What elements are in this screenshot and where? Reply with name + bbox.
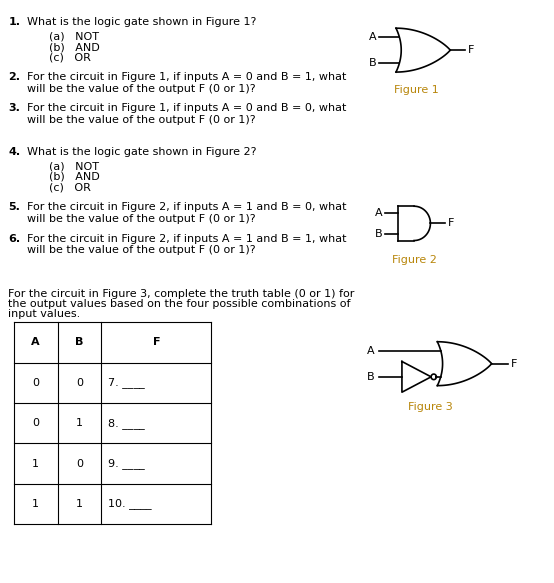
Text: 3.: 3. <box>8 103 20 113</box>
Text: 7. ____: 7. ____ <box>108 377 145 388</box>
Text: A: A <box>369 32 377 42</box>
Text: F: F <box>511 359 517 368</box>
Text: (a)   NOT: (a) NOT <box>49 161 99 171</box>
Text: B: B <box>369 58 377 68</box>
Text: Figure 2: Figure 2 <box>392 255 437 265</box>
Text: will be the value of the output F (0 or 1)?: will be the value of the output F (0 or … <box>28 213 256 223</box>
Text: A: A <box>375 208 382 218</box>
Text: (a)   NOT: (a) NOT <box>49 31 99 41</box>
Text: F: F <box>448 219 454 229</box>
Text: 1: 1 <box>32 459 39 469</box>
Text: the output values based on the four possible combinations of: the output values based on the four poss… <box>8 299 351 309</box>
Text: (c)   OR: (c) OR <box>49 52 91 62</box>
Text: B: B <box>75 338 84 347</box>
Text: For the circuit in Figure 1, if inputs A = 0 and B = 1, what: For the circuit in Figure 1, if inputs A… <box>28 72 347 82</box>
Text: 1: 1 <box>32 499 39 509</box>
Text: Figure 1: Figure 1 <box>394 85 439 95</box>
Text: input values.: input values. <box>8 310 80 319</box>
Text: 1: 1 <box>76 418 83 428</box>
Text: 0: 0 <box>76 459 83 469</box>
Text: 4.: 4. <box>8 147 20 157</box>
Text: 0: 0 <box>32 378 39 388</box>
Text: 0: 0 <box>32 418 39 428</box>
Text: B: B <box>375 229 382 239</box>
Text: F: F <box>152 338 160 347</box>
Text: B: B <box>367 372 375 382</box>
Text: For the circuit in Figure 2, if inputs A = 1 and B = 0, what: For the circuit in Figure 2, if inputs A… <box>28 202 347 212</box>
Text: will be the value of the output F (0 or 1)?: will be the value of the output F (0 or … <box>28 83 256 94</box>
Text: 0: 0 <box>76 378 83 388</box>
Text: (b)   AND: (b) AND <box>49 172 100 182</box>
Text: 8. ____: 8. ____ <box>108 417 145 429</box>
Text: For the circuit in Figure 2, if inputs A = 1 and B = 1, what: For the circuit in Figure 2, if inputs A… <box>28 234 347 244</box>
Text: 1.: 1. <box>8 17 20 27</box>
Text: For the circuit in Figure 1, if inputs A = 0 and B = 0, what: For the circuit in Figure 1, if inputs A… <box>28 103 347 113</box>
Text: F: F <box>468 45 474 55</box>
Text: will be the value of the output F (0 or 1)?: will be the value of the output F (0 or … <box>28 245 256 255</box>
Text: (b)   AND: (b) AND <box>49 42 100 52</box>
Text: will be the value of the output F (0 or 1)?: will be the value of the output F (0 or … <box>28 115 256 125</box>
Text: (c)   OR: (c) OR <box>49 182 91 192</box>
Text: 1: 1 <box>76 499 83 509</box>
Text: A: A <box>32 338 40 347</box>
Text: 10. ____: 10. ____ <box>108 498 152 510</box>
Text: Figure 3: Figure 3 <box>408 402 453 412</box>
Text: What is the logic gate shown in Figure 2?: What is the logic gate shown in Figure 2… <box>28 147 257 157</box>
Text: 6.: 6. <box>8 234 20 244</box>
Text: For the circuit in Figure 3, complete the truth table (0 or 1) for: For the circuit in Figure 3, complete th… <box>8 289 355 298</box>
Text: 9. ____: 9. ____ <box>108 458 145 469</box>
Text: A: A <box>367 346 375 356</box>
Text: What is the logic gate shown in Figure 1?: What is the logic gate shown in Figure 1… <box>28 17 257 27</box>
Text: 2.: 2. <box>8 72 20 82</box>
Text: 5.: 5. <box>8 202 20 212</box>
